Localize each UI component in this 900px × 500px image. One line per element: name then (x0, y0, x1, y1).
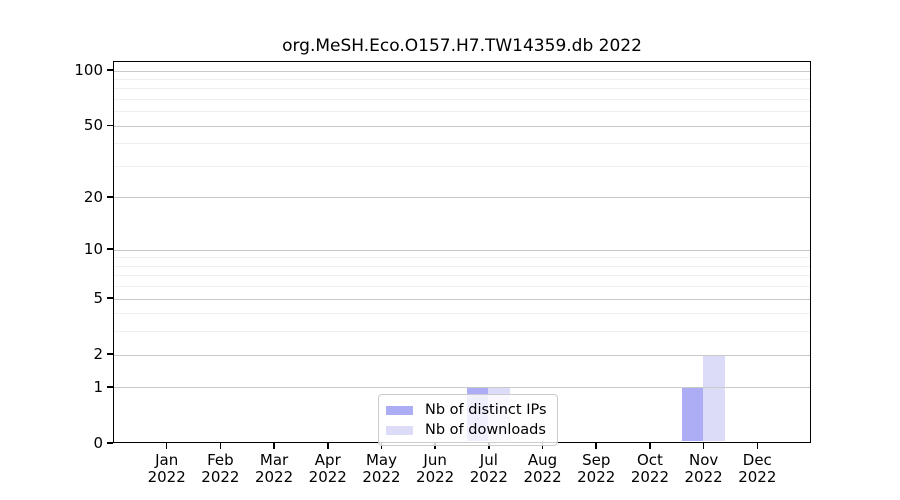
x-tick-label: Jun 2022 (403, 452, 467, 486)
x-tick (595, 443, 597, 449)
gridline-minor (114, 331, 810, 333)
x-tick-label: Mar 2022 (242, 452, 306, 486)
legend-item-downloads: Nb of downloads (386, 420, 547, 440)
legend-label: Nb of downloads (425, 422, 546, 438)
x-tick-month: Feb (207, 451, 234, 469)
gridline-minor (114, 99, 810, 101)
legend: Nb of distinct IPs Nb of downloads (378, 394, 558, 446)
gridline-minor (114, 286, 810, 288)
legend-label: Nb of distinct IPs (425, 402, 547, 418)
x-tick-label: Nov 2022 (672, 452, 736, 486)
y-tick-label: 10 (83, 240, 103, 259)
y-tick (107, 442, 113, 444)
gridline-minor (114, 111, 810, 113)
y-tick-label: 1 (93, 377, 103, 396)
y-tick (107, 353, 113, 355)
gridline-minor (114, 265, 810, 267)
chart-title: org.MeSH.Eco.O157.H7.TW14359.db 2022 (282, 36, 642, 56)
x-tick-month: Nov (688, 451, 719, 469)
legend-swatch-downloads-icon (386, 425, 413, 435)
x-tick-month: Aug (527, 451, 558, 469)
x-tick-month: Apr (314, 451, 341, 469)
x-tick (434, 443, 436, 449)
x-tick-month: Dec (742, 451, 772, 469)
x-tick-month: Jul (479, 451, 498, 469)
y-tick (107, 124, 113, 127)
x-tick-month: Jan (155, 451, 179, 469)
x-tick-label: Apr 2022 (296, 452, 360, 486)
x-tick (327, 443, 329, 449)
x-tick-label: Aug 2022 (511, 452, 575, 486)
x-tick-year: 2022 (201, 468, 240, 486)
y-tick-label: 5 (93, 289, 103, 308)
x-tick-year: 2022 (738, 468, 777, 486)
x-tick-label: Oct 2022 (618, 452, 682, 486)
x-tick-year: 2022 (630, 468, 670, 486)
gridline-minor (114, 88, 810, 90)
plot-area (113, 61, 811, 443)
y-tick-label: 50 (83, 116, 103, 135)
gridline-minor (114, 275, 810, 277)
gridline-minor (114, 166, 810, 167)
x-tick-month: Jun (423, 451, 447, 469)
y-tick (107, 297, 113, 299)
y-tick (107, 196, 113, 198)
y-tick-label: 0 (93, 434, 103, 452)
x-tick-label: May 2022 (349, 452, 413, 486)
y-tick-label: 20 (83, 187, 103, 206)
x-tick (702, 443, 705, 449)
gridline-major (114, 249, 810, 251)
x-tick-year: 2022 (254, 468, 294, 486)
gridline-minor (114, 313, 810, 315)
y-tick-label: 100 (74, 61, 103, 80)
x-tick-label: Dec 2022 (725, 452, 789, 486)
x-tick (219, 443, 222, 449)
gridline-major (114, 197, 810, 199)
x-tick-year: 2022 (416, 468, 455, 486)
x-tick-label: Jan 2022 (135, 452, 199, 486)
bar-downloads (703, 355, 725, 441)
x-tick (488, 443, 490, 449)
x-tick-year: 2022 (577, 468, 616, 486)
x-tick-month: Mar (259, 451, 289, 469)
y-tick-label: 2 (93, 345, 103, 364)
y-tick (107, 386, 113, 388)
legend-item-distinct-ips: Nb of distinct IPs (386, 400, 547, 420)
x-tick-label: Jul 2022 (457, 452, 521, 486)
x-tick (273, 443, 275, 449)
y-tick (107, 69, 113, 71)
gridline-minor (114, 143, 810, 145)
y-tick (107, 248, 113, 250)
x-tick-year: 2022 (362, 468, 401, 486)
gridline-major (114, 354, 810, 356)
x-tick-year: 2022 (684, 468, 723, 486)
x-tick-year: 2022 (308, 468, 347, 486)
x-tick-label: Sep 2022 (564, 452, 628, 486)
x-tick-month: May (365, 451, 397, 469)
x-tick-year: 2022 (469, 468, 508, 486)
x-tick (380, 443, 383, 449)
x-tick (756, 443, 759, 449)
x-tick-year: 2022 (147, 468, 186, 486)
x-tick-label: Feb 2022 (188, 452, 252, 486)
x-tick (649, 443, 651, 449)
x-tick (165, 443, 168, 449)
gridline-major (114, 298, 810, 300)
x-tick-month: Sep (582, 451, 611, 469)
x-tick-year: 2022 (523, 468, 562, 486)
gridline-minor (114, 257, 810, 259)
gridline-major (114, 70, 810, 72)
gridline-minor (114, 78, 810, 80)
x-tick (541, 443, 544, 449)
gridline-major (114, 125, 810, 127)
gridline-major (114, 387, 810, 389)
x-tick-month: Oct (636, 451, 663, 469)
bar-distinct-ips (681, 387, 704, 441)
legend-swatch-distinct-ips-icon (386, 405, 413, 415)
